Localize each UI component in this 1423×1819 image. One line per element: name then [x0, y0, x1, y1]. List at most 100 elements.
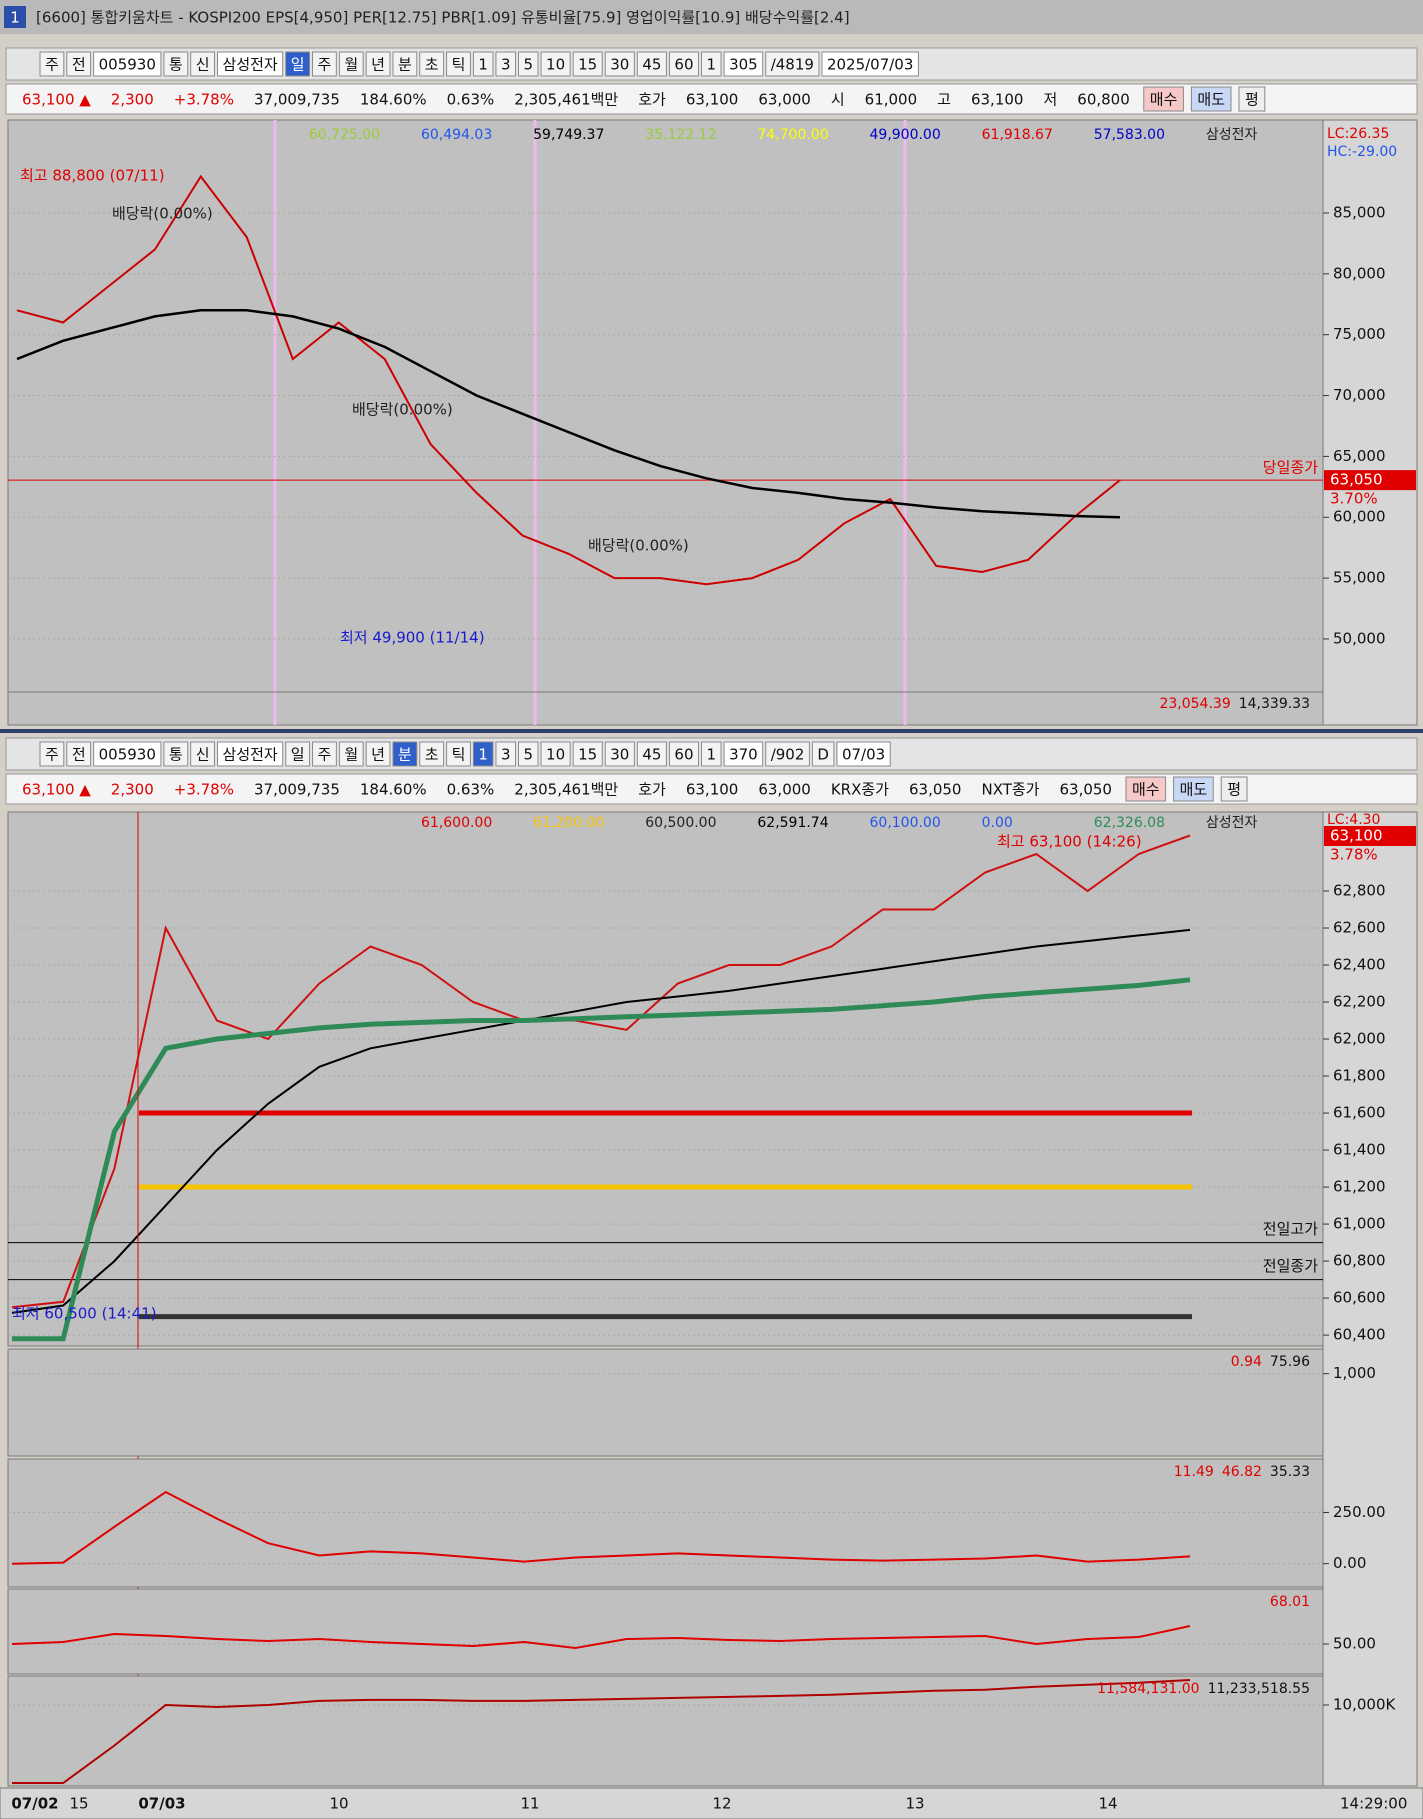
toolbar-input[interactable]: [217, 741, 284, 767]
toolbar-label[interactable]: 주: [318, 746, 332, 764]
order-button[interactable]: [1125, 776, 1167, 802]
toolbar-label[interactable]: 3: [501, 56, 511, 74]
order-button-label[interactable]: 매도: [1180, 781, 1208, 799]
toolbar-label[interactable]: 1: [707, 746, 717, 764]
order-button[interactable]: [1143, 86, 1184, 112]
toolbar-label[interactable]: 주: [45, 56, 59, 74]
order-button[interactable]: [1238, 86, 1266, 112]
toolbar-label[interactable]: 1: [478, 56, 488, 74]
toolbar-label[interactable]: 10: [546, 746, 565, 764]
toolbar-button[interactable]: [572, 741, 603, 767]
toolbar-button[interactable]: [392, 51, 418, 77]
toolbar-label[interactable]: 통: [169, 746, 183, 764]
toolbar-button[interactable]: [419, 51, 445, 77]
order-button[interactable]: [1173, 776, 1214, 802]
toolbar-input[interactable]: [821, 51, 919, 77]
toolbar-button[interactable]: [338, 51, 364, 77]
toolbar-button[interactable]: [285, 51, 311, 77]
toolbar-button[interactable]: [518, 741, 539, 767]
toolbar-button[interactable]: [338, 741, 364, 767]
toolbar-label[interactable]: 통: [169, 56, 183, 74]
toolbar-label[interactable]: 삼성전자: [223, 56, 278, 74]
toolbar-label[interactable]: 370: [729, 746, 758, 764]
toolbar-button[interactable]: [472, 51, 494, 77]
toolbar-label[interactable]: 분: [398, 56, 412, 74]
toolbar-label[interactable]: 주: [45, 746, 59, 764]
toolbar-button[interactable]: [636, 741, 667, 767]
order-button[interactable]: [1190, 86, 1232, 112]
toolbar-button[interactable]: [39, 741, 65, 767]
toolbar-button[interactable]: [604, 741, 635, 767]
toolbar-button[interactable]: [312, 51, 337, 77]
toolbar-button[interactable]: [66, 51, 92, 77]
toolbar-label[interactable]: 15: [578, 746, 597, 764]
toolbar-label[interactable]: 분: [398, 746, 412, 764]
toolbar-button[interactable]: [604, 51, 635, 77]
toolbar-label[interactable]: 005930: [99, 56, 156, 74]
toolbar-button[interactable]: [312, 741, 337, 767]
toolbar-button[interactable]: [701, 51, 722, 77]
toolbar-input[interactable]: [723, 741, 764, 767]
toolbar-label[interactable]: 초: [425, 746, 439, 764]
toolbar-label[interactable]: 전: [72, 746, 86, 764]
toolbar-label[interactable]: 305: [729, 56, 758, 74]
toolbar-button[interactable]: [39, 51, 65, 77]
toolbar-button[interactable]: [572, 51, 603, 77]
toolbar-button[interactable]: [495, 51, 516, 77]
toolbar-button[interactable]: [540, 741, 571, 767]
toolbar-label[interactable]: 전: [72, 56, 86, 74]
toolbar-label[interactable]: 월: [344, 746, 358, 764]
toolbar-label[interactable]: /902: [771, 746, 805, 764]
toolbar-button[interactable]: [190, 51, 216, 77]
toolbar-label[interactable]: 60: [674, 56, 693, 74]
toolbar-button[interactable]: [518, 51, 539, 77]
toolbar-label[interactable]: 년: [371, 746, 385, 764]
toolbar-label[interactable]: 1: [478, 746, 488, 764]
toolbar-button[interactable]: [668, 741, 700, 767]
toolbar-label[interactable]: 30: [610, 56, 629, 74]
toolbar-button[interactable]: [472, 741, 494, 767]
toolbar-label[interactable]: 15: [578, 56, 597, 74]
toolbar-label[interactable]: 틱: [452, 56, 466, 74]
toolbar-label[interactable]: 1: [707, 56, 717, 74]
toolbar-label[interactable]: D: [817, 746, 829, 764]
toolbar-button[interactable]: [668, 51, 700, 77]
toolbar-label[interactable]: 일: [291, 746, 305, 764]
order-button-label[interactable]: 평: [1227, 781, 1241, 799]
toolbar-button[interactable]: [66, 741, 92, 767]
toolbar-button[interactable]: [636, 51, 667, 77]
toolbar-label[interactable]: 초: [425, 56, 439, 74]
toolbar-button[interactable]: [163, 51, 189, 77]
toolbar-label[interactable]: 5: [524, 746, 534, 764]
toolbar-button[interactable]: [419, 741, 445, 767]
toolbar-input[interactable]: [93, 51, 162, 77]
toolbar-button[interactable]: [285, 741, 311, 767]
toolbar-button[interactable]: [540, 51, 571, 77]
toolbar-label[interactable]: 3: [501, 746, 511, 764]
toolbar-label[interactable]: 60: [674, 746, 693, 764]
toolbar-label[interactable]: 삼성전자: [223, 746, 278, 764]
toolbar-label[interactable]: 005930: [99, 746, 156, 764]
toolbar-button[interactable]: [811, 741, 835, 767]
toolbar-button[interactable]: [392, 741, 418, 767]
toolbar-label[interactable]: 틱: [452, 746, 466, 764]
toolbar-label[interactable]: 2025/07/03: [827, 56, 913, 74]
toolbar-label[interactable]: 07/03: [842, 746, 885, 764]
order-button-label[interactable]: 매수: [1150, 91, 1178, 109]
toolbar-button[interactable]: [365, 51, 391, 77]
toolbar-button[interactable]: [163, 741, 189, 767]
toolbar-label[interactable]: 10: [546, 56, 565, 74]
toolbar-button[interactable]: [446, 741, 471, 767]
toolbar-label[interactable]: 45: [642, 56, 661, 74]
toolbar-label[interactable]: /4819: [771, 56, 814, 74]
toolbar-label[interactable]: 월: [344, 56, 358, 74]
toolbar-button[interactable]: [765, 741, 810, 767]
toolbar-button[interactable]: [701, 741, 722, 767]
toolbar-input[interactable]: [723, 51, 764, 77]
toolbar-button[interactable]: [365, 741, 391, 767]
toolbar-button[interactable]: [190, 741, 216, 767]
toolbar-label[interactable]: 45: [642, 746, 661, 764]
toolbar-button[interactable]: [446, 51, 471, 77]
toolbar-label[interactable]: 년: [371, 56, 385, 74]
toolbar-label[interactable]: 주: [318, 56, 332, 74]
